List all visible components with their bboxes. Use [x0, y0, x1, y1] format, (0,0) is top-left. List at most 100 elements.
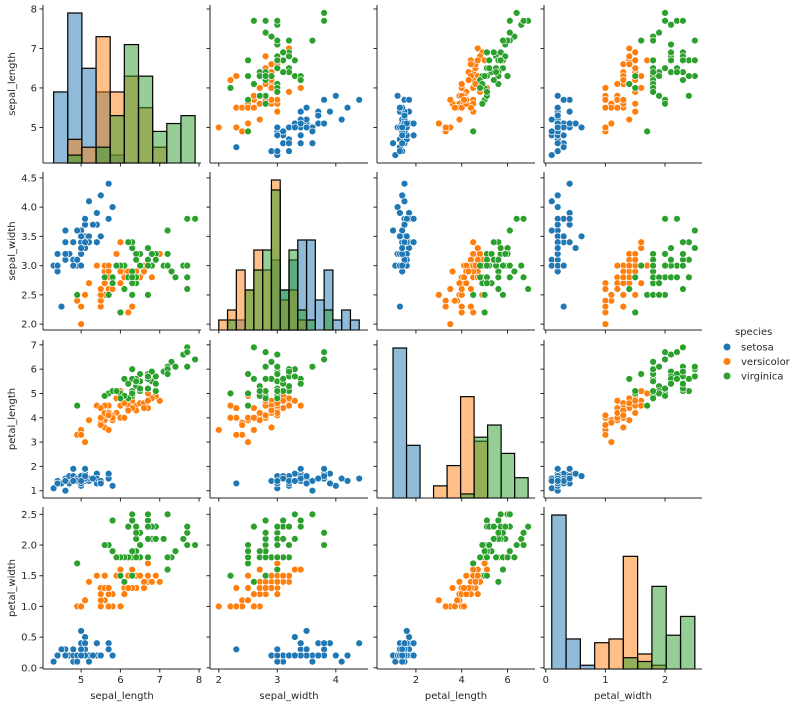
- point-versicolor: [250, 414, 258, 422]
- point-versicolor: [101, 572, 109, 580]
- point-setosa: [577, 123, 586, 132]
- point-versicolor: [144, 572, 152, 580]
- panel-sepal_length-vs-sepal_width: [206, 5, 368, 167]
- point-versicolor: [441, 602, 450, 611]
- hist-bar-setosa: [405, 444, 421, 499]
- point-setosa: [332, 651, 340, 660]
- point-setosa: [355, 639, 363, 647]
- y-tick-label: 4.5: [21, 173, 37, 184]
- point-virginica: [517, 535, 525, 543]
- point-virginica: [128, 291, 136, 299]
- point-virginica: [503, 72, 512, 80]
- point-setosa: [308, 487, 317, 495]
- point-virginica: [104, 291, 113, 299]
- point-setosa: [554, 191, 562, 200]
- point-setosa: [108, 651, 117, 660]
- point-versicolor: [625, 52, 633, 61]
- hist-bar-versicolor: [446, 464, 462, 499]
- point-virginica: [171, 273, 180, 282]
- point-setosa: [398, 651, 406, 660]
- point-versicolor: [619, 273, 627, 282]
- point-virginica: [494, 529, 503, 537]
- point-virginica: [503, 553, 512, 562]
- point-virginica: [128, 389, 136, 398]
- point-versicolor: [261, 584, 270, 592]
- x-axis-label-sepal_width: sepal_width: [259, 691, 318, 702]
- point-setosa: [53, 250, 62, 258]
- point-virginica: [506, 226, 514, 235]
- point-versicolor: [116, 565, 125, 574]
- point-virginica: [128, 547, 136, 555]
- point-virginica: [273, 529, 281, 537]
- point-virginica: [512, 215, 521, 223]
- point-virginica: [661, 250, 669, 258]
- point-versicolor: [97, 590, 105, 598]
- point-versicolor: [631, 48, 639, 57]
- x-tick-label: 2: [662, 675, 668, 686]
- point-setosa: [49, 657, 58, 666]
- point-setosa: [355, 96, 363, 104]
- hist-bar-setosa: [332, 319, 343, 331]
- point-versicolor: [446, 96, 454, 104]
- panel-sepal_width-vs-petal_width: [540, 172, 702, 334]
- point-versicolor: [451, 602, 459, 611]
- point-virginica: [124, 380, 132, 388]
- point-virginica: [285, 522, 293, 531]
- point-versicolor: [467, 302, 475, 311]
- point-virginica: [273, 541, 281, 549]
- point-setosa: [400, 220, 409, 229]
- point-virginica: [506, 510, 514, 519]
- point-virginica: [144, 553, 152, 562]
- point-virginica: [152, 387, 160, 395]
- point-versicolor: [238, 421, 246, 429]
- point-virginica: [108, 279, 117, 287]
- point-virginica: [250, 343, 258, 351]
- point-versicolor: [601, 320, 610, 328]
- point-versicolor: [232, 123, 241, 132]
- point-setosa: [398, 244, 406, 252]
- point-virginica: [163, 250, 172, 258]
- point-setosa: [69, 465, 77, 473]
- panel-petal_width-vs-sepal_length: 5 6 7 8 0.0 0.5 1.0 1.5 2.0 2.5 sepal_length petal_…: [7, 507, 202, 702]
- point-virginica: [625, 285, 633, 293]
- y-tick-label: 2.0: [21, 541, 37, 552]
- point-virginica: [510, 267, 519, 276]
- point-virginica: [244, 127, 252, 136]
- point-versicolor: [455, 578, 464, 586]
- point-virginica: [661, 64, 669, 72]
- hist-bar-virginica: [109, 115, 125, 164]
- point-setosa: [554, 92, 562, 100]
- point-virginica: [148, 367, 156, 376]
- point-setosa: [104, 639, 113, 647]
- point-setosa: [554, 139, 562, 147]
- point-virginica: [291, 535, 299, 543]
- point-virginica: [655, 28, 663, 37]
- point-virginica: [476, 553, 484, 562]
- point-virginica: [655, 92, 663, 100]
- point-versicolor: [619, 423, 627, 432]
- point-setosa: [104, 645, 113, 654]
- point-setosa: [409, 215, 418, 223]
- point-setosa: [302, 472, 311, 480]
- point-virginica: [108, 516, 117, 525]
- hist-bar-virginica: [297, 309, 308, 331]
- hist-bar-virginica: [487, 424, 502, 499]
- point-versicolor: [104, 590, 113, 598]
- point-virginica: [649, 358, 657, 366]
- point-virginica: [679, 250, 687, 258]
- point-versicolor: [250, 590, 258, 598]
- point-setosa: [297, 139, 305, 147]
- point-setosa: [273, 657, 281, 666]
- point-virginica: [124, 522, 132, 531]
- hist-bar-versicolor: [235, 269, 246, 331]
- point-setosa: [77, 232, 85, 241]
- point-versicolor: [469, 565, 477, 574]
- point-setosa: [81, 472, 89, 480]
- point-virginica: [179, 535, 188, 543]
- legend-title: species: [735, 327, 772, 338]
- point-versicolor: [232, 431, 241, 439]
- point-versicolor: [124, 308, 132, 317]
- point-virginica: [279, 48, 287, 57]
- point-setosa: [297, 107, 305, 116]
- hist-bar-virginica: [323, 309, 334, 331]
